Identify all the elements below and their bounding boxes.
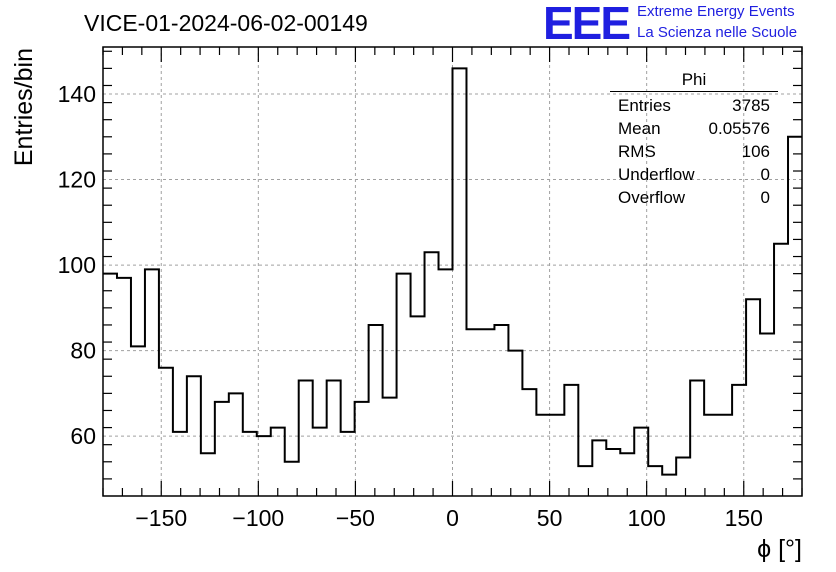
y-tick-label: 140 (58, 81, 96, 107)
y-tick-label: 80 (70, 338, 96, 364)
stats-row-underflow: Underflow 0 (610, 163, 778, 186)
stats-row-rms: RMS 106 (610, 140, 778, 163)
eee-logo: EEE (543, 0, 631, 49)
histogram-outline (103, 67, 802, 476)
stats-value: 0 (760, 165, 770, 184)
stats-title: Phi (610, 70, 778, 92)
stats-row-entries: Entries 3785 (610, 94, 778, 117)
stats-value: 0.05576 (708, 119, 770, 138)
y-tick-labels: 60 80 100 120 140 (58, 81, 96, 449)
logo-caption-line2: La Scienza nelle Scuole (637, 24, 798, 41)
y-tick-label: 100 (58, 252, 96, 278)
y-tick-label: 120 (58, 167, 96, 193)
stats-value: 0 (760, 188, 770, 207)
plot-frame (102, 46, 803, 497)
chart-title: VICE-01-2024-06-02-00149 (84, 10, 368, 36)
stats-label: Overflow (618, 188, 686, 207)
x-tick-label: 100 (627, 505, 665, 531)
y-tick-label: 60 (70, 423, 96, 449)
y-axis-label: Entries/bin (10, 48, 38, 166)
stats-label: Underflow (618, 165, 695, 184)
stats-row-mean: Mean 0.05576 (610, 117, 778, 140)
grid-lines (103, 47, 802, 496)
stats-value: 106 (741, 142, 770, 161)
stats-label: RMS (618, 142, 656, 161)
stats-label: Mean (618, 119, 661, 138)
axis-ticks (102, 47, 803, 496)
x-tick-label: 0 (446, 505, 459, 531)
x-tick-label: 50 (537, 505, 563, 531)
x-tick-label: −50 (336, 505, 375, 531)
x-tick-labels: −150 −100 −50 0 50 100 150 (135, 505, 763, 531)
stats-value: 3785 (732, 96, 770, 115)
stats-row-overflow: Overflow 0 (610, 186, 778, 209)
stats-box: Phi Entries 3785 Mean 0.05576 RMS 106 Un… (610, 70, 778, 209)
logo-caption-line1: Extreme Energy Events (637, 3, 795, 20)
stats-label: Entries (618, 96, 671, 115)
x-tick-label: −100 (232, 505, 284, 531)
x-tick-label: −150 (135, 505, 187, 531)
x-tick-label: 150 (725, 505, 763, 531)
x-axis-label: ϕ [°] (757, 535, 802, 563)
